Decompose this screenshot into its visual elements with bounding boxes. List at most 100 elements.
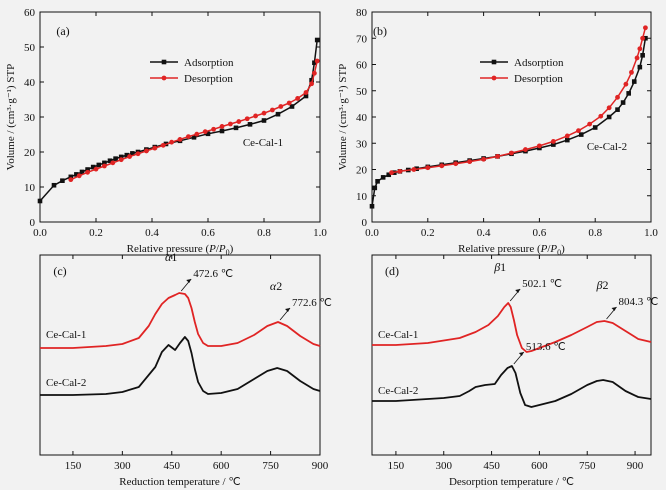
data-point-square xyxy=(68,174,74,180)
x-tick-label: 0.0 xyxy=(365,227,379,239)
x-axis-label-part: / xyxy=(216,243,220,255)
x-tick-label: 0.6 xyxy=(201,227,215,239)
y-tick-label: 40 xyxy=(356,112,368,124)
data-point-square xyxy=(289,104,295,109)
legend-label: Adsorption xyxy=(184,57,234,69)
x-tick-label: 150 xyxy=(65,460,82,472)
x-tick-label: 300 xyxy=(435,460,452,472)
data-point-square xyxy=(51,182,57,188)
legend-label: Adsorption xyxy=(514,57,564,69)
x-tick-label: 300 xyxy=(114,460,131,472)
x-axis-label-part: ) xyxy=(230,243,234,255)
data-point-circle xyxy=(211,126,217,132)
data-point-square xyxy=(637,64,643,70)
data-point-circle xyxy=(495,153,500,159)
y-tick-label: 30 xyxy=(356,138,368,150)
peak-name-label: α1 xyxy=(165,250,177,264)
data-point-square xyxy=(191,135,197,140)
legend-marker xyxy=(491,59,497,65)
data-point-square xyxy=(386,172,392,178)
data-point-circle xyxy=(550,139,556,144)
annotation-arrowhead xyxy=(285,308,291,312)
data-point-circle xyxy=(640,35,646,41)
annotation-arrowhead xyxy=(515,289,521,293)
data-point-circle xyxy=(576,128,581,134)
peak-name-label: β2 xyxy=(596,278,609,292)
data-point-square xyxy=(37,198,43,204)
data-point-circle xyxy=(598,113,604,119)
panel-a: (a) 0.0 0.2 0.4 0.6 0.8 1.0 0 10 20 30 40 50 60 Relati… xyxy=(5,7,327,257)
data-point-circle xyxy=(629,69,634,75)
y-tick-label: 80 xyxy=(356,7,368,19)
x-axis-label-part: Relative pressure ( xyxy=(127,243,210,255)
y-tick-label: 70 xyxy=(356,33,368,45)
data-point-circle xyxy=(68,177,74,183)
x-tick-label: 0.2 xyxy=(89,227,103,239)
annotation-arrowhead xyxy=(611,307,617,311)
data-point-square xyxy=(369,203,375,209)
data-point-square xyxy=(551,142,556,147)
legend-marker xyxy=(491,75,497,81)
data-point-square xyxy=(303,93,309,99)
curve-label: Ce-Cal-1 xyxy=(46,329,86,341)
y-tick-label: 50 xyxy=(356,86,368,98)
peak-temperature-label: 472.6 ℃ xyxy=(193,268,233,280)
data-point-circle xyxy=(606,105,612,111)
plot-frame xyxy=(39,11,321,223)
data-point-square xyxy=(205,131,211,137)
data-point-square xyxy=(615,107,620,112)
data-point-square xyxy=(74,172,79,177)
data-point-square xyxy=(130,151,135,156)
plot-frame xyxy=(371,254,652,456)
x-tick-label: 0.4 xyxy=(477,227,491,239)
annotation-arrowhead xyxy=(186,279,192,283)
data-point-square xyxy=(90,164,96,170)
data-point-circle xyxy=(228,121,233,127)
x-tick-label: 150 xyxy=(388,460,405,472)
data-point-square xyxy=(372,185,378,191)
data-point-square xyxy=(626,91,631,96)
data-point-circle xyxy=(309,81,314,87)
data-point-circle xyxy=(261,110,267,116)
data-point-square xyxy=(124,152,130,158)
y-tick-label: 30 xyxy=(24,112,36,124)
data-point-circle xyxy=(389,170,394,176)
panel-c: (c) 150 300 450 600 750 900 Reduction temperatu… xyxy=(39,250,332,488)
data-point-square xyxy=(565,137,570,143)
data-point-square xyxy=(578,132,584,137)
data-point-square xyxy=(113,156,118,161)
curve-label: Ce-Cal-2 xyxy=(46,377,86,389)
data-point-circle xyxy=(481,156,486,162)
data-point-circle xyxy=(135,151,141,157)
data-point-circle xyxy=(160,142,166,148)
peak-temperature-label: 804.3 ℃ xyxy=(619,296,659,308)
x-axis-label-part: P xyxy=(549,243,557,255)
data-point-circle xyxy=(467,159,473,165)
legend-marker xyxy=(161,59,167,65)
data-point-square xyxy=(314,37,320,43)
data-point-circle xyxy=(564,133,570,139)
data-point-circle xyxy=(411,167,417,172)
curve-label: Ce-Cal-1 xyxy=(378,329,418,341)
data-point-circle xyxy=(312,70,317,76)
data-point-circle xyxy=(615,94,620,100)
data-point-circle xyxy=(425,165,431,171)
data-point-circle xyxy=(144,148,149,154)
data-point-circle xyxy=(634,55,640,61)
data-point-square xyxy=(309,77,314,83)
panel-d: (d) 150 300 450 600 750 900 Desorption temperat… xyxy=(371,254,659,488)
y-tick-label: 10 xyxy=(356,191,368,203)
x-axis-label-part: P xyxy=(218,243,226,255)
data-point-square xyxy=(592,125,598,130)
data-point-square xyxy=(118,154,124,160)
data-point-square xyxy=(107,158,113,164)
data-point-circle xyxy=(587,121,593,127)
data-point-square xyxy=(375,179,380,184)
data-point-circle xyxy=(303,90,309,95)
y-tick-label: 60 xyxy=(356,60,368,72)
x-axis-label-part: P xyxy=(540,243,548,255)
peak-greek: β xyxy=(493,260,500,274)
data-point-square xyxy=(233,125,239,131)
data-point-circle xyxy=(523,147,528,152)
x-tick-label: 0.8 xyxy=(588,227,602,239)
